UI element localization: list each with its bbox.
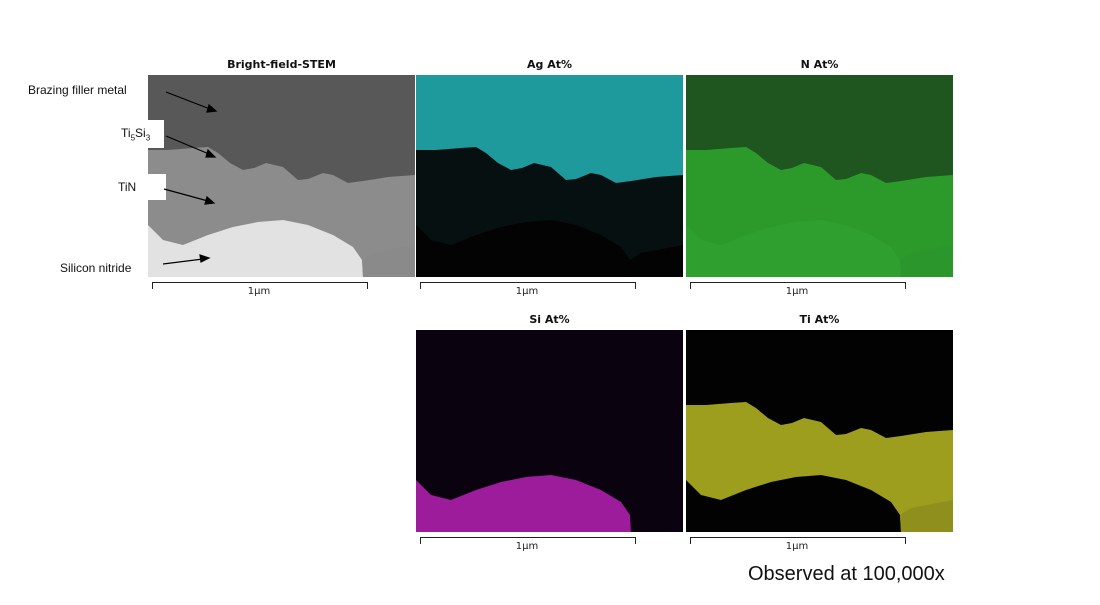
filler-metal-region xyxy=(148,75,415,183)
silicon-nitride-region xyxy=(686,220,901,277)
n-map-image xyxy=(686,75,953,277)
label-brazing-filler-metal: Brazing filler metal xyxy=(24,78,131,102)
right-region xyxy=(900,245,953,277)
magnification-note: Observed at 100,000x xyxy=(748,563,945,585)
silicon-nitride-region xyxy=(416,220,631,277)
label-ti5si3-sub1: 5 xyxy=(130,133,136,143)
bright-field-title: Bright-field-STEM xyxy=(227,58,336,71)
arrow-filler xyxy=(165,91,211,110)
right-region xyxy=(630,245,683,277)
ag-map-scale-label: 1μm xyxy=(515,286,539,297)
n-map-title: N At% xyxy=(800,58,839,71)
bright-field-scale-label: 1μm xyxy=(247,286,271,297)
filler-metal-region xyxy=(686,75,953,183)
arrowhead-ti5si3 xyxy=(205,148,217,158)
bright-field-scale-bar xyxy=(152,282,368,289)
arrow-ti5si3 xyxy=(165,135,210,155)
n-map-scale-bar xyxy=(690,282,906,289)
ag-map-image xyxy=(416,75,683,277)
arrow-tin xyxy=(163,188,209,202)
label-ti5si3-si: Si xyxy=(135,126,146,140)
ti-map-title: Ti At% xyxy=(799,313,840,326)
si-map-scale-label: 1μm xyxy=(515,541,539,552)
si-map-image xyxy=(416,330,683,532)
ti-map-scale-label: 1μm xyxy=(785,541,809,552)
ag-map-title: Ag At% xyxy=(526,58,572,71)
right-region xyxy=(630,500,683,532)
silicon-nitride-region xyxy=(686,475,901,532)
si-map-title: Si At% xyxy=(529,313,570,326)
filler-metal-region xyxy=(686,330,953,438)
ti-map-scale-bar xyxy=(690,537,906,544)
label-ti5si3: Ti5Si3 xyxy=(104,120,165,149)
arrowhead-tin xyxy=(204,195,216,205)
filler-metal-region xyxy=(416,75,683,183)
label-tin: TiN xyxy=(104,174,167,200)
silicon-nitride-region xyxy=(148,220,363,277)
label-ti5si3-sub2: 3 xyxy=(145,133,151,143)
label-silicon-nitride: Silicon nitride xyxy=(56,257,135,279)
ti-map-image xyxy=(686,330,953,532)
label-ti5si3-ti: Ti xyxy=(121,126,131,140)
ag-map-scale-bar xyxy=(420,282,636,289)
silicon-nitride-region xyxy=(416,475,631,532)
si-map-scale-bar xyxy=(420,537,636,544)
arrowhead-filler xyxy=(206,103,218,113)
bright-field-image xyxy=(148,75,415,277)
arrowhead-sin xyxy=(199,254,211,263)
right-region xyxy=(900,500,953,532)
arrow-sin xyxy=(162,258,204,265)
filler-metal-region xyxy=(416,330,683,438)
right-region xyxy=(362,245,415,277)
n-map-scale-label: 1μm xyxy=(785,286,809,297)
